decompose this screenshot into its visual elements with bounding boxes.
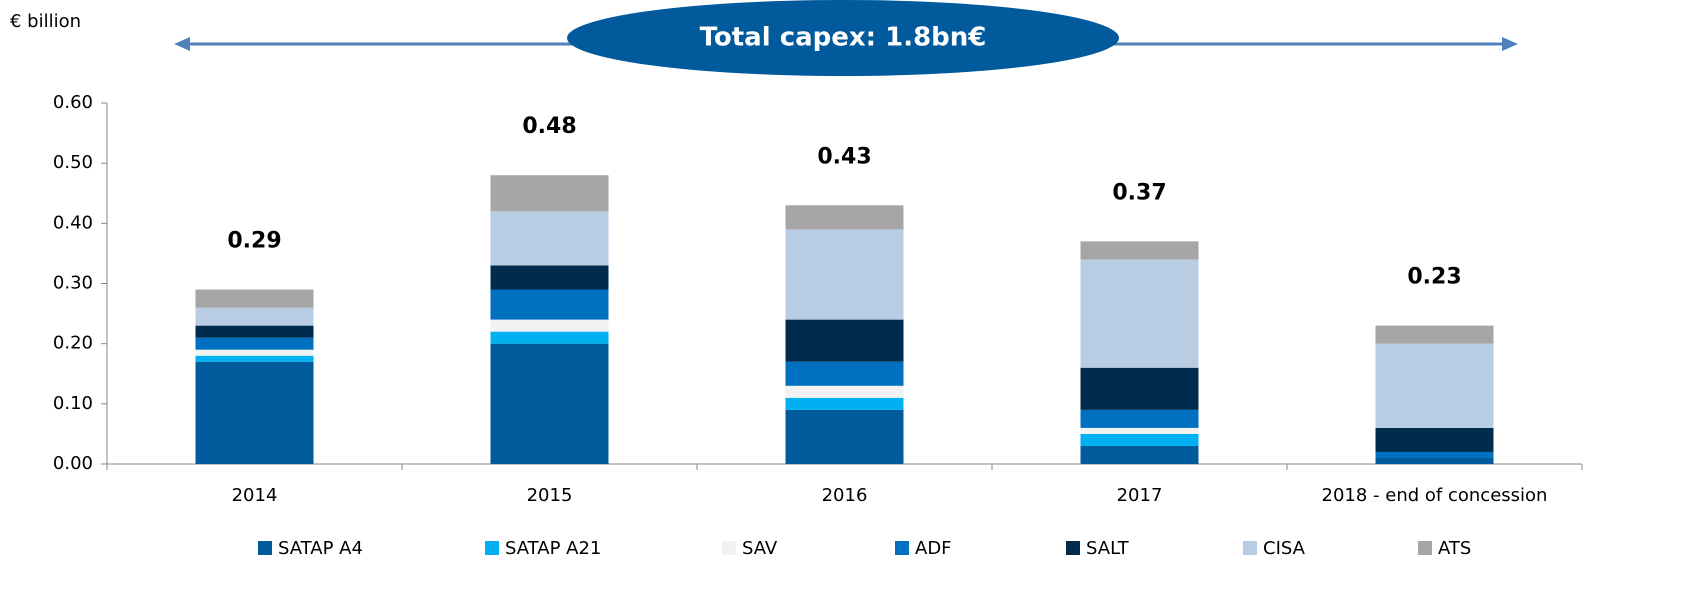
bar-segment [490,331,609,344]
legend-label: SAV [742,538,778,559]
bar-segment [490,211,609,266]
total-label: 0.23 [1407,265,1461,290]
legend-swatch [895,541,909,555]
legend-label: SATAP A21 [505,538,601,559]
bar-segment [785,205,904,230]
bar-segment [195,349,314,356]
total-label: 0.37 [1112,180,1166,205]
bar-segment [195,361,314,464]
legend-swatch [1243,541,1257,555]
total-label: 0.29 [227,229,281,254]
legend-label: ATS [1438,538,1471,559]
legend-swatch [1418,541,1432,555]
x-tick-label: 2016 [822,485,868,506]
bar-segment [1375,451,1494,458]
legend-swatch [485,541,499,555]
bar-segment [490,265,609,290]
x-tick-label: 2015 [527,485,573,506]
total-label: 0.48 [522,114,576,139]
legend-label: ADF [915,538,952,559]
bar-segment [785,319,904,362]
legend-swatch [722,541,736,555]
bar-segment [785,385,904,398]
bar-segment [1375,427,1494,452]
bar-segment [1080,367,1199,410]
bar-segment [785,409,904,464]
bar-segment [195,337,314,350]
bar-segment [1375,343,1494,428]
bar-segment [490,289,609,320]
bar-segment [195,289,314,308]
bar-segment [1080,445,1199,464]
bar-segment [785,397,904,410]
bar-segment [490,319,609,332]
legend-label: SALT [1086,538,1130,559]
y-axis-label: € billion [10,11,81,32]
bar-segment [785,229,904,320]
y-tick-label: 0.30 [53,273,93,294]
bar-segment [1080,241,1199,260]
y-tick-label: 0.40 [53,212,93,233]
y-tick-label: 0.10 [53,393,93,414]
y-tick-label: 0.60 [53,92,93,113]
annotation-bubble [567,0,1119,76]
legend-label: SATAP A4 [278,538,363,559]
bar-segment [1080,409,1199,428]
bar-segment [490,175,609,212]
legend-label: CISA [1263,538,1306,559]
bar-segment [1080,259,1199,368]
bar-segment [490,343,609,464]
y-tick-label: 0.50 [53,152,93,173]
legend-swatch [258,541,272,555]
bar-segment [195,325,314,338]
total-label: 0.43 [817,144,871,169]
bar-segment [1080,427,1199,434]
annotation: Total capex: 1.8bn€ [700,23,987,53]
bar-segment [1375,457,1494,464]
bar-segment [785,361,904,386]
x-tick-label: 2014 [232,485,278,506]
x-tick-label: 2017 [1117,485,1163,506]
y-tick-label: 0.20 [53,333,93,354]
legend-swatch [1066,541,1080,555]
x-tick-label: 2018 - end of concession [1322,485,1548,506]
bar-segment [195,307,314,326]
y-tick-label: 0.00 [53,453,93,474]
bar-segment [195,355,314,362]
bar-segment [1375,325,1494,344]
bar-segment [1080,433,1199,446]
